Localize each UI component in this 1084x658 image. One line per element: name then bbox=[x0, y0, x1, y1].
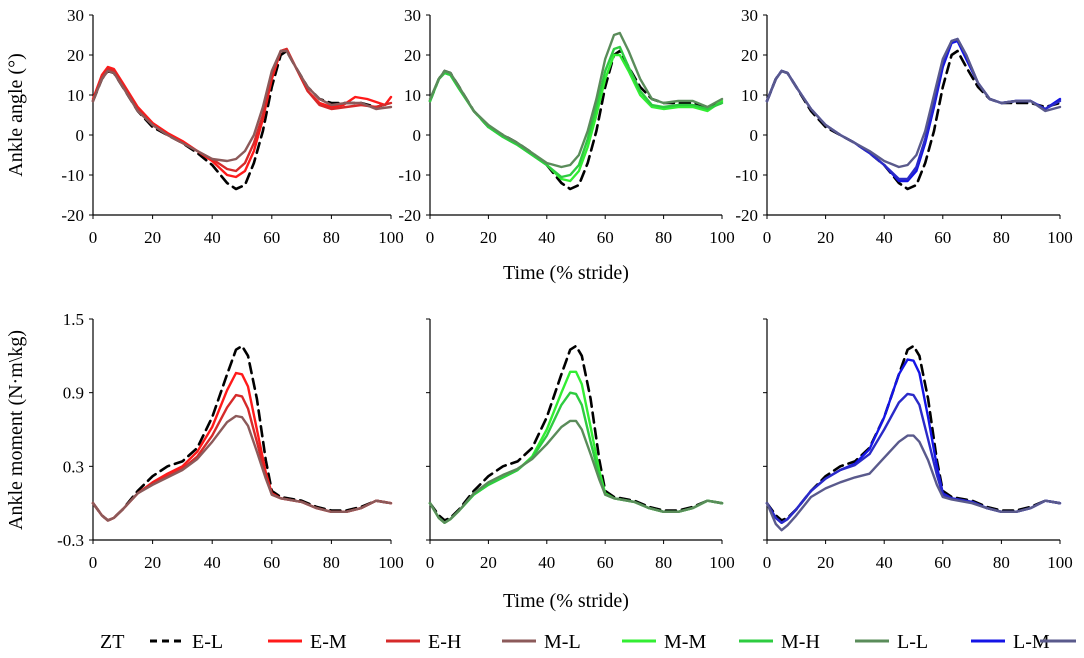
y-tick-label: 30 bbox=[67, 6, 84, 25]
series-line-E-H bbox=[91, 414, 393, 522]
panel-top-right: 0 20 40 60 80 100 -20 -10 0 10 20 30 bbox=[735, 6, 1072, 247]
series-line-E-M bbox=[91, 393, 393, 522]
y-tick-label: -20 bbox=[61, 206, 84, 225]
x-tick-label: 20 bbox=[817, 553, 834, 572]
x-tick-label: 60 bbox=[263, 553, 280, 572]
y-tick-label: 10 bbox=[404, 86, 421, 105]
y-tick-label: 10 bbox=[67, 86, 84, 105]
legend-label-M-M: M-M bbox=[664, 631, 706, 653]
y-tick-label: 0 bbox=[413, 126, 422, 145]
y-tick-label: -10 bbox=[61, 166, 84, 185]
y-tick-label: -20 bbox=[735, 206, 758, 225]
panel-bottom-middle: 0 20 40 60 80 100 bbox=[426, 318, 735, 572]
series-line-ZT bbox=[428, 344, 724, 522]
y-tick-label: -20 bbox=[398, 206, 421, 225]
x-tick-label: 0 bbox=[763, 553, 772, 572]
y-axis-label-bottom: Ankle moment (N·m\kg) bbox=[5, 330, 27, 530]
x-tick-label: 0 bbox=[89, 553, 98, 572]
legend: ZTE-LE-ME-HM-LM-MM-HL-LL-ML-H bbox=[100, 631, 1076, 653]
x-tick-label: 80 bbox=[655, 553, 672, 572]
x-tick-label: 40 bbox=[876, 553, 893, 572]
x-tick-label: 0 bbox=[763, 228, 772, 247]
y-tick-label: 0.9 bbox=[63, 384, 84, 403]
panel-bottom-left: 0 20 40 60 80 100 -0.3 0.3 0.9 1.5 bbox=[57, 310, 404, 572]
legend-label-M-H: M-H bbox=[781, 631, 820, 653]
panel-top-middle: 0 20 40 60 80 100 -20 -10 0 10 20 30 bbox=[398, 6, 734, 247]
panel-bottom-right: 0 20 40 60 80 100 bbox=[763, 318, 1073, 572]
y-tick-label: -10 bbox=[735, 166, 758, 185]
y-tick-label: 30 bbox=[741, 6, 758, 25]
legend-label-L-L: L-L bbox=[897, 631, 928, 653]
series-line-E-H bbox=[91, 49, 393, 163]
legend-label-L-M: L-M bbox=[1013, 631, 1050, 653]
series-line-M-M bbox=[428, 391, 724, 524]
y-tick-label: 30 bbox=[404, 6, 421, 25]
x-tick-label: 80 bbox=[323, 553, 340, 572]
x-tick-label: 40 bbox=[876, 228, 893, 247]
x-tick-label: 80 bbox=[655, 228, 672, 247]
y-tick-label: 1.5 bbox=[63, 310, 84, 329]
x-tick-label: 0 bbox=[426, 553, 435, 572]
x-tick-label: 0 bbox=[426, 228, 435, 247]
x-tick-label: 40 bbox=[538, 228, 555, 247]
x-tick-label: 60 bbox=[263, 228, 280, 247]
y-tick-label: 10 bbox=[741, 86, 758, 105]
x-tick-label: 20 bbox=[480, 228, 497, 247]
x-tick-label: 0 bbox=[89, 228, 98, 247]
y-tick-label: -0.3 bbox=[57, 531, 84, 550]
x-axis-label-top: Time (% stride) bbox=[503, 262, 629, 284]
series-line-M-H bbox=[428, 31, 724, 169]
y-tick-label: -10 bbox=[398, 166, 421, 185]
x-tick-label: 80 bbox=[323, 228, 340, 247]
x-tick-label: 20 bbox=[480, 553, 497, 572]
series-line-L-H bbox=[765, 37, 1062, 169]
x-tick-label: 20 bbox=[817, 228, 834, 247]
series-line-M-H bbox=[428, 419, 724, 524]
legend-title: ZT bbox=[100, 631, 124, 653]
y-tick-label: 0 bbox=[76, 126, 85, 145]
legend-label-M-L: M-L bbox=[544, 631, 581, 653]
x-axis-label-bottom: Time (% stride) bbox=[503, 590, 629, 612]
series-line-L-H bbox=[765, 434, 1062, 532]
series-line-ZT bbox=[91, 344, 393, 522]
y-tick-label: 20 bbox=[404, 46, 421, 65]
series-line-ZT bbox=[765, 344, 1062, 522]
x-tick-label: 60 bbox=[597, 228, 614, 247]
x-tick-label: 40 bbox=[204, 228, 221, 247]
series-line-E-L bbox=[91, 47, 393, 179]
x-tick-label: 60 bbox=[934, 228, 951, 247]
x-tick-label: 100 bbox=[378, 553, 404, 572]
x-tick-label: 100 bbox=[378, 228, 404, 247]
x-tick-label: 60 bbox=[597, 553, 614, 572]
legend-label-E-H: E-H bbox=[428, 631, 461, 653]
x-tick-label: 100 bbox=[709, 228, 735, 247]
y-tick-label: 20 bbox=[67, 46, 84, 65]
y-tick-label: 0.3 bbox=[63, 457, 84, 476]
y-tick-label: 0 bbox=[750, 126, 759, 145]
y-tick-label: 20 bbox=[741, 46, 758, 65]
y-axis-label-top: Ankle angle (°) bbox=[5, 53, 27, 177]
x-tick-label: 80 bbox=[993, 228, 1010, 247]
x-tick-label: 80 bbox=[993, 553, 1010, 572]
legend-label-E-M: E-M bbox=[310, 631, 347, 653]
legend-label-E-L: E-L bbox=[192, 631, 223, 653]
x-tick-label: 40 bbox=[204, 553, 221, 572]
x-tick-label: 20 bbox=[144, 553, 161, 572]
series-line-ZT bbox=[91, 49, 393, 191]
x-tick-label: 100 bbox=[1047, 553, 1073, 572]
series-line-ZT bbox=[765, 49, 1062, 191]
series-line-L-M bbox=[765, 392, 1062, 524]
series-line-E-L bbox=[91, 371, 393, 522]
x-tick-label: 100 bbox=[1047, 228, 1073, 247]
series-line-M-L bbox=[428, 53, 724, 183]
x-tick-label: 20 bbox=[144, 228, 161, 247]
panel-top-left: 0 20 40 60 80 100 -20 -10 0 10 20 30 bbox=[61, 6, 403, 247]
x-tick-label: 40 bbox=[538, 553, 555, 572]
x-tick-label: 100 bbox=[709, 553, 735, 572]
x-tick-label: 60 bbox=[934, 553, 951, 572]
